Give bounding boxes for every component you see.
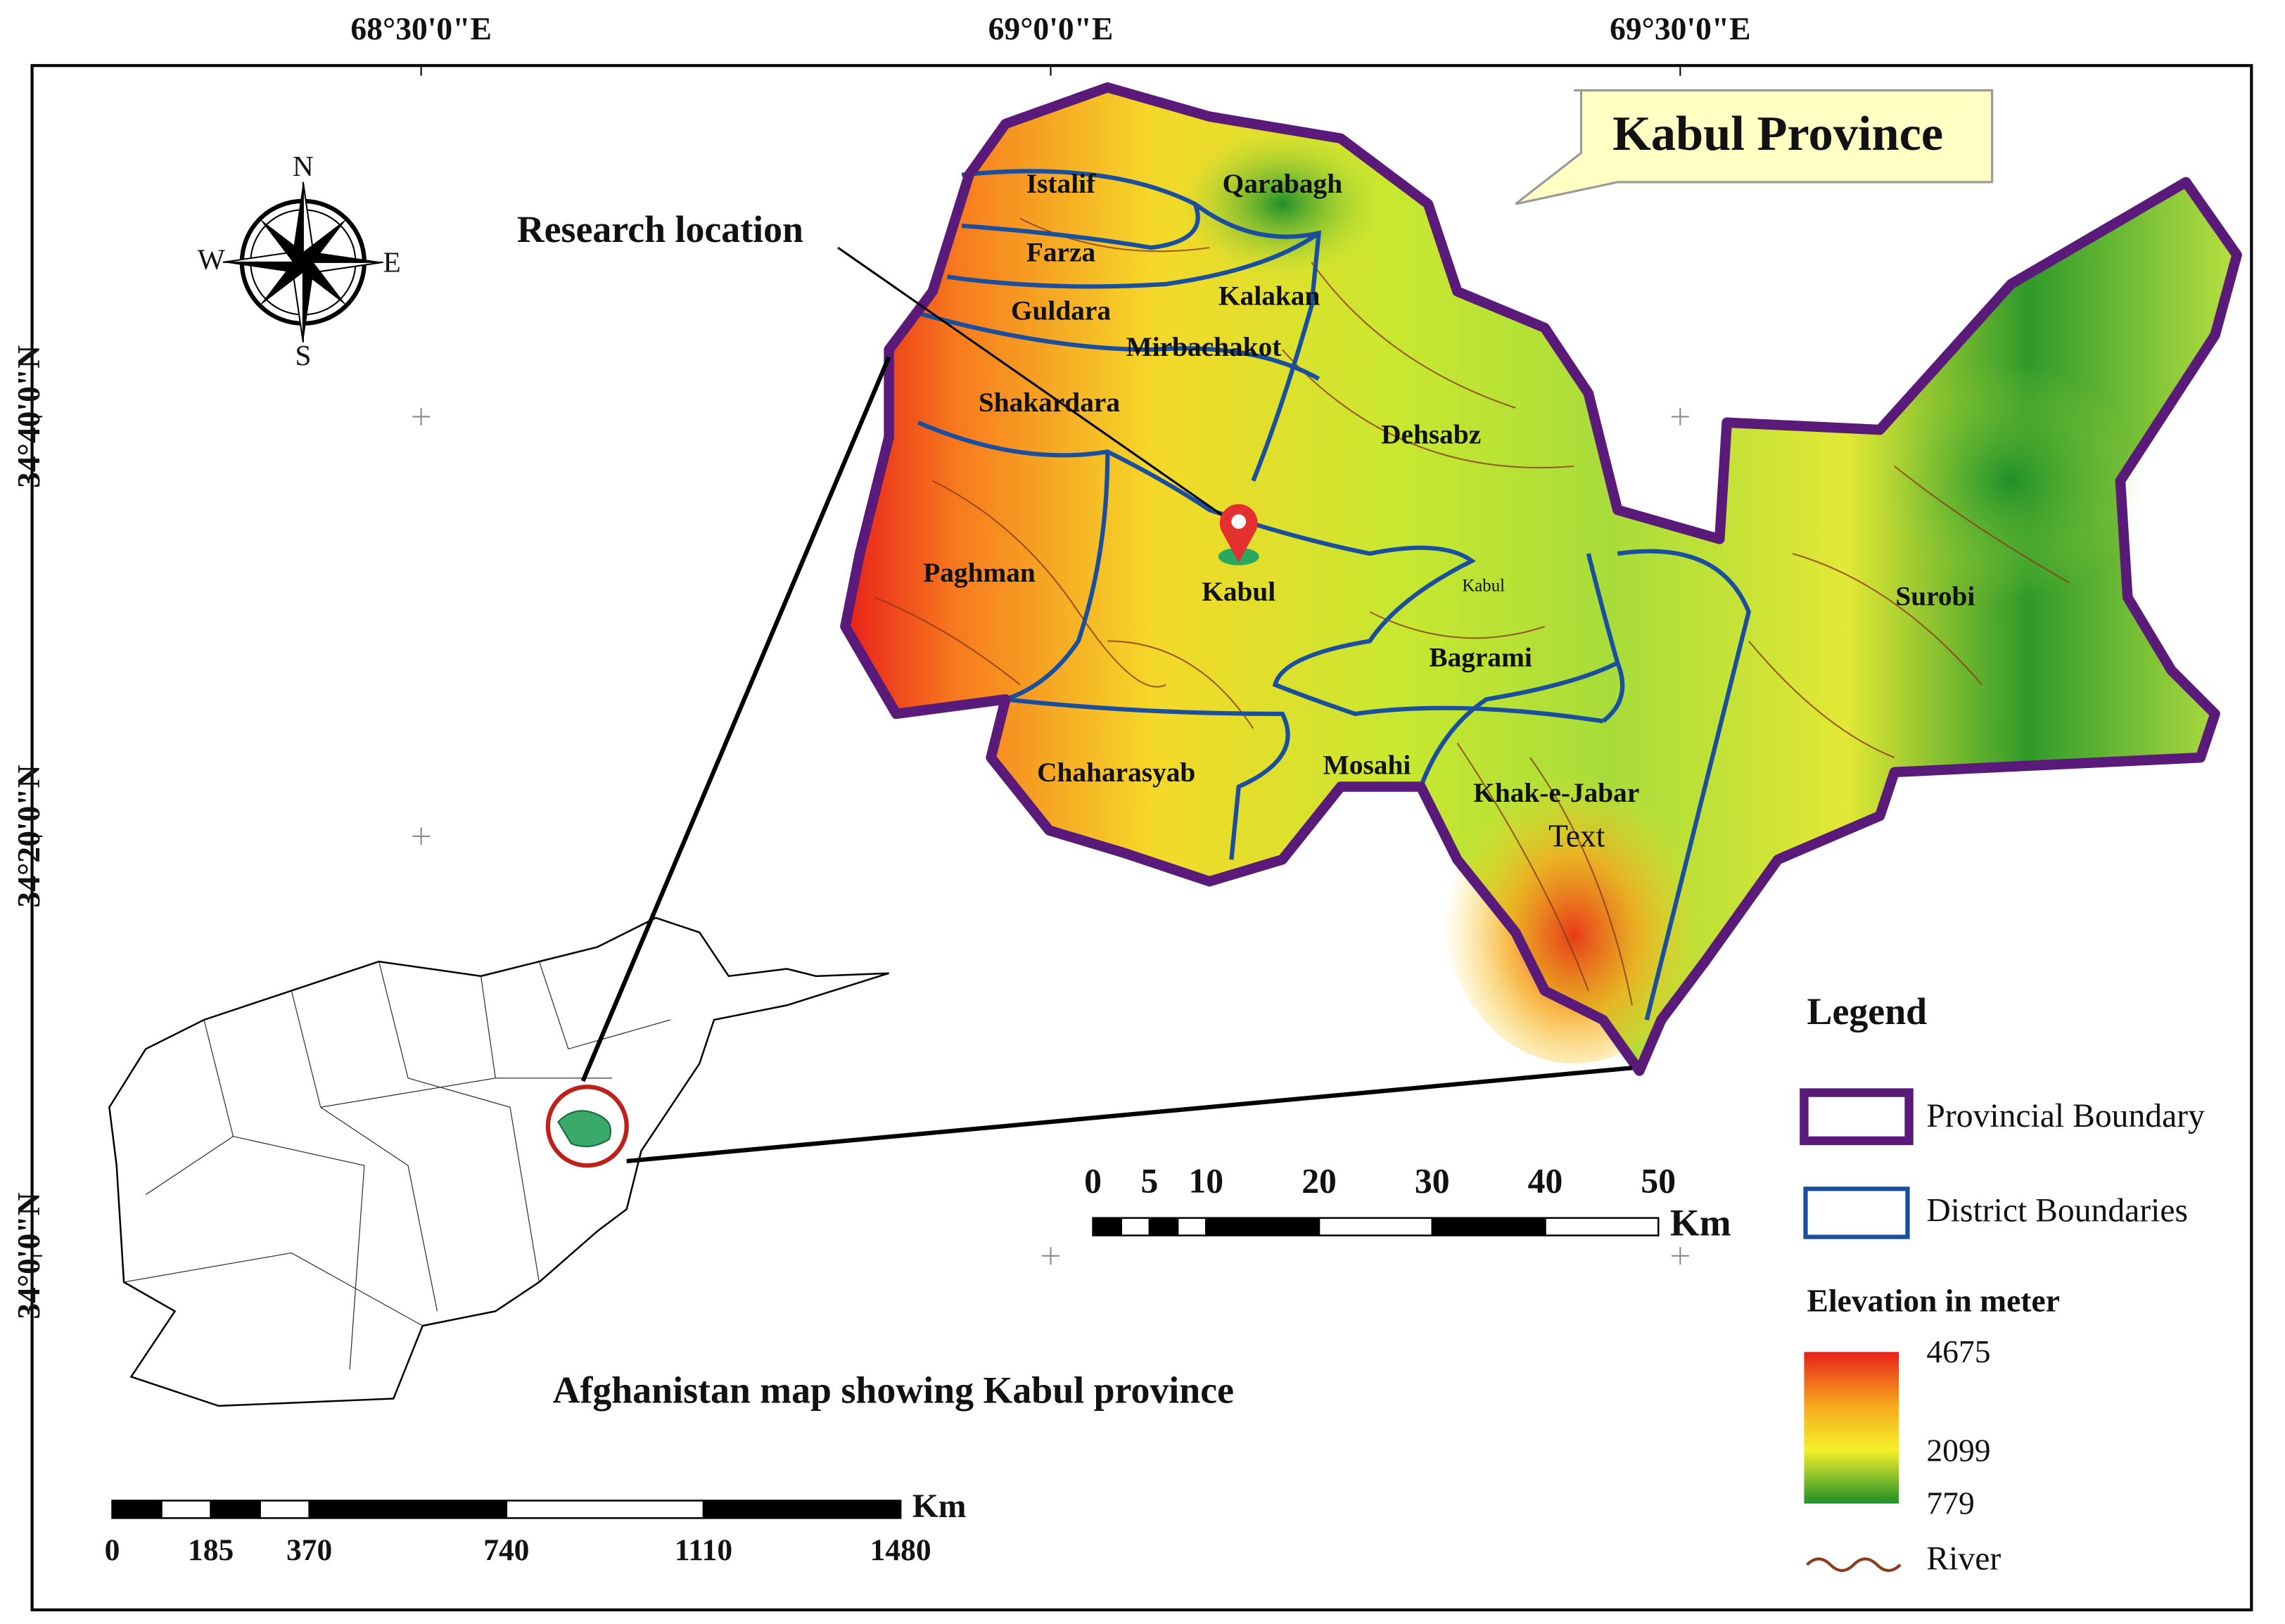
scale-segment	[259, 1500, 310, 1519]
provincial-boundary	[840, 82, 2242, 1076]
elevation-low	[1180, 131, 1385, 277]
scale-label: 740	[483, 1533, 529, 1567]
legend-title: Legend	[1807, 990, 1928, 1032]
scale-label: 10	[1188, 1161, 1223, 1200]
zoom-line	[580, 356, 891, 1082]
graticule-cross	[1042, 1247, 1059, 1265]
inset-map	[108, 916, 889, 1407]
district-label: Paghman	[923, 557, 1036, 588]
graticule-cross	[1671, 1247, 1689, 1265]
scale-label: 40	[1528, 1161, 1563, 1200]
legend-river: River	[1926, 1540, 2001, 1577]
legend-elevation-ramp	[1804, 1352, 1899, 1504]
district-label: Kalakan	[1218, 281, 1320, 312]
district-label: Kabul	[1202, 576, 1275, 607]
map-title: Kabul Province	[1612, 106, 1943, 161]
district-label: Mosahi	[1323, 750, 1411, 781]
elevation-low	[1880, 364, 2142, 598]
placeholder-label: Text	[1548, 818, 1605, 854]
scale-segment	[1544, 1217, 1660, 1236]
scale-segment	[308, 1500, 508, 1519]
scale-label: 185	[188, 1533, 234, 1567]
graticule-cross	[1671, 407, 1689, 426]
district-label: Surobi	[1895, 580, 1975, 611]
scale-label: 20	[1301, 1161, 1337, 1200]
district-label: Khak-e-Jabar	[1473, 777, 1639, 808]
province-fill	[845, 87, 2237, 1071]
scale-segment	[505, 1500, 705, 1519]
graticule-cross	[412, 407, 431, 426]
scale-segment	[1205, 1217, 1320, 1236]
legend-elevation-label: 779	[1926, 1485, 1974, 1521]
longitude-label: 68°30'0"E	[350, 11, 491, 46]
leader-line	[837, 246, 1233, 523]
scale-label: 30	[1415, 1161, 1450, 1200]
district-label: Dehsabz	[1381, 418, 1481, 449]
district-label: Farza	[1026, 237, 1096, 268]
legend-elevation-label: 4675	[1926, 1334, 1990, 1369]
legend-elevation-title: Elevation in meter	[1807, 1282, 2060, 1318]
frame	[30, 64, 2253, 1611]
district-label: Qarabagh	[1223, 168, 1343, 199]
scale-segment	[1431, 1217, 1546, 1236]
scale-segment	[210, 1500, 261, 1519]
river-label: Kabul	[1462, 576, 1505, 595]
legend-elevation-label: 2099	[1926, 1433, 1990, 1469]
province	[840, 82, 2242, 1076]
elevation-high	[1442, 743, 1705, 1064]
legend-river-symbol	[1806, 1557, 1902, 1573]
location-pin	[1218, 504, 1259, 565]
legend-item: District Boundaries	[1926, 1192, 2188, 1229]
district-label: Chaharasyab	[1037, 757, 1195, 788]
zoom-line	[626, 1066, 1633, 1164]
scale-segment	[160, 1500, 212, 1519]
afghanistan-outline	[108, 916, 889, 1407]
district-label: Istalif	[1026, 168, 1096, 199]
rivers	[874, 217, 2070, 1006]
longitude-label: 69°30'0"E	[1610, 11, 1750, 46]
district-label: Shakardara	[979, 387, 1120, 418]
scale-segment	[1120, 1217, 1151, 1236]
compass-east: E	[383, 245, 401, 278]
scale-label: 0	[1084, 1161, 1102, 1200]
district-boundaries	[917, 169, 1751, 1021]
scale-segment	[1092, 1217, 1123, 1236]
scale-label: 5	[1141, 1161, 1159, 1200]
scale-unit: Km	[1670, 1201, 1731, 1243]
scale-label: 1110	[675, 1533, 732, 1567]
graticule-cross	[412, 827, 431, 845]
scale-segment	[1176, 1217, 1207, 1236]
legend-provincial-symbol	[1800, 1088, 1914, 1146]
district-label: Guldara	[1011, 295, 1111, 326]
scale-label: 370	[286, 1533, 332, 1567]
scale-label: 0	[105, 1533, 120, 1567]
district-label: Mirbachakot	[1126, 331, 1282, 362]
legend-district-symbol	[1803, 1187, 1910, 1239]
compass-north: N	[293, 150, 314, 182]
compass-west: W	[198, 243, 225, 275]
scale-segment	[702, 1500, 902, 1519]
scale-segment	[1318, 1217, 1434, 1236]
longitude-label: 69°0'0"E	[988, 11, 1114, 46]
highlight-circle	[545, 1085, 629, 1168]
research-label: Research location	[517, 208, 803, 250]
scale-label: 1480	[870, 1533, 931, 1567]
compass-rose	[222, 181, 383, 343]
scale-unit: Km	[912, 1488, 967, 1525]
scale-segment	[111, 1500, 163, 1519]
afghan-provinces	[123, 961, 671, 1370]
inset-caption: Afghanistan map showing Kabul province	[553, 1369, 1234, 1412]
scale-segment	[1148, 1217, 1179, 1236]
title-callout	[1515, 89, 1994, 205]
compass-south: S	[295, 339, 311, 371]
kabul-highlight	[557, 1110, 611, 1148]
district-label: Bagrami	[1429, 641, 1532, 672]
scale-label: 50	[1641, 1161, 1676, 1200]
legend-item: Provincial Boundary	[1926, 1098, 2205, 1134]
